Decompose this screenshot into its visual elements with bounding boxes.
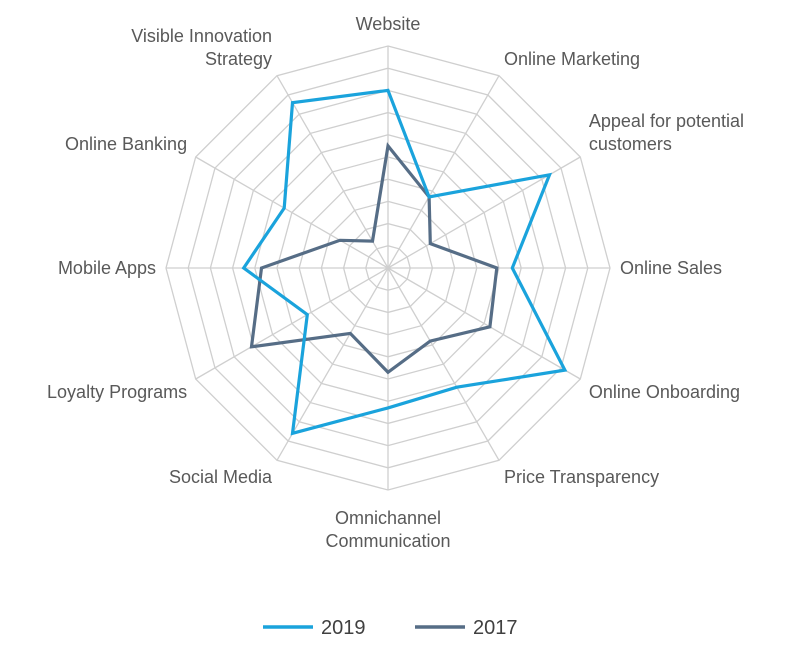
category-label: Appeal for potential customers xyxy=(589,111,744,154)
category-label: Price Transparency xyxy=(504,467,659,487)
series-line-2017 xyxy=(249,142,499,375)
category-label: Online Sales xyxy=(620,258,722,278)
category-label-line: Visible Innovation xyxy=(131,26,272,46)
grid-spoke xyxy=(276,75,389,269)
grid-spoke xyxy=(195,267,389,380)
series-layer xyxy=(241,88,568,436)
legend: 2019 2017 xyxy=(263,617,518,639)
radar-grid xyxy=(165,45,611,491)
series-line-2019 xyxy=(241,88,568,436)
grid-spoke xyxy=(387,75,500,269)
category-label: Visible Innovation Strategy xyxy=(131,26,272,69)
legend-label-2019: 2019 xyxy=(321,617,366,639)
category-label-line: Social Media xyxy=(169,467,273,487)
category-label-line: Online Banking xyxy=(65,134,187,154)
category-label-line: Price Transparency xyxy=(504,467,659,487)
grid-spoke xyxy=(387,267,581,380)
category-label-line: Appeal for potential xyxy=(589,111,744,131)
category-label-line: Website xyxy=(356,14,421,34)
category-label-line: customers xyxy=(589,134,672,154)
category-label: Loyalty Programs xyxy=(47,382,187,402)
category-label: Mobile Apps xyxy=(58,258,156,278)
category-label-line: Loyalty Programs xyxy=(47,382,187,402)
grid-spoke xyxy=(387,267,500,461)
category-label: Omnichannel Communication xyxy=(325,508,450,551)
category-label: Online Onboarding xyxy=(589,382,740,402)
grid-spoke xyxy=(276,267,389,461)
category-label: Online Banking xyxy=(65,134,187,154)
grid-spoke xyxy=(195,156,389,269)
category-label-line: Online Marketing xyxy=(504,49,640,69)
category-label-line: Online Onboarding xyxy=(589,382,740,402)
category-label-line: Communication xyxy=(325,531,450,551)
category-labels: Website Online Marketing Appeal for potent… xyxy=(47,14,744,551)
category-label-line: Mobile Apps xyxy=(58,258,156,278)
category-label-line: Strategy xyxy=(205,49,272,69)
category-label: Online Marketing xyxy=(504,49,640,69)
category-label-line: Online Sales xyxy=(620,258,722,278)
category-label: Social Media xyxy=(169,467,273,487)
category-label: Website xyxy=(356,14,421,34)
legend-label-2017: 2017 xyxy=(473,617,518,639)
category-label-line: Omnichannel xyxy=(335,508,441,528)
